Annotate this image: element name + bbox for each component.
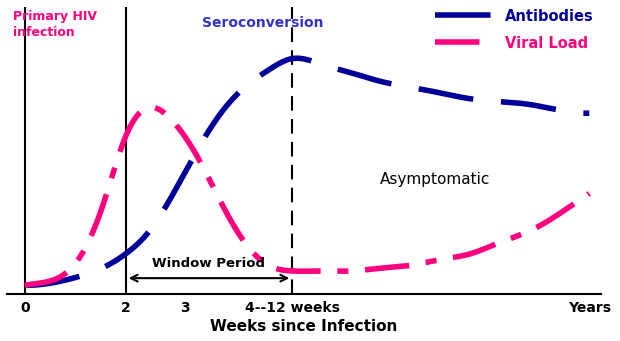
Text: Asymptomatic: Asymptomatic [379, 172, 490, 187]
Text: Seroconversion: Seroconversion [202, 16, 323, 30]
Legend: Antibodies, Viral Load: Antibodies, Viral Load [435, 9, 594, 51]
X-axis label: Weeks since Infection: Weeks since Infection [210, 319, 398, 334]
Text: Window Period: Window Period [153, 256, 265, 269]
Text: Primary HIV
infection: Primary HIV infection [13, 10, 97, 39]
